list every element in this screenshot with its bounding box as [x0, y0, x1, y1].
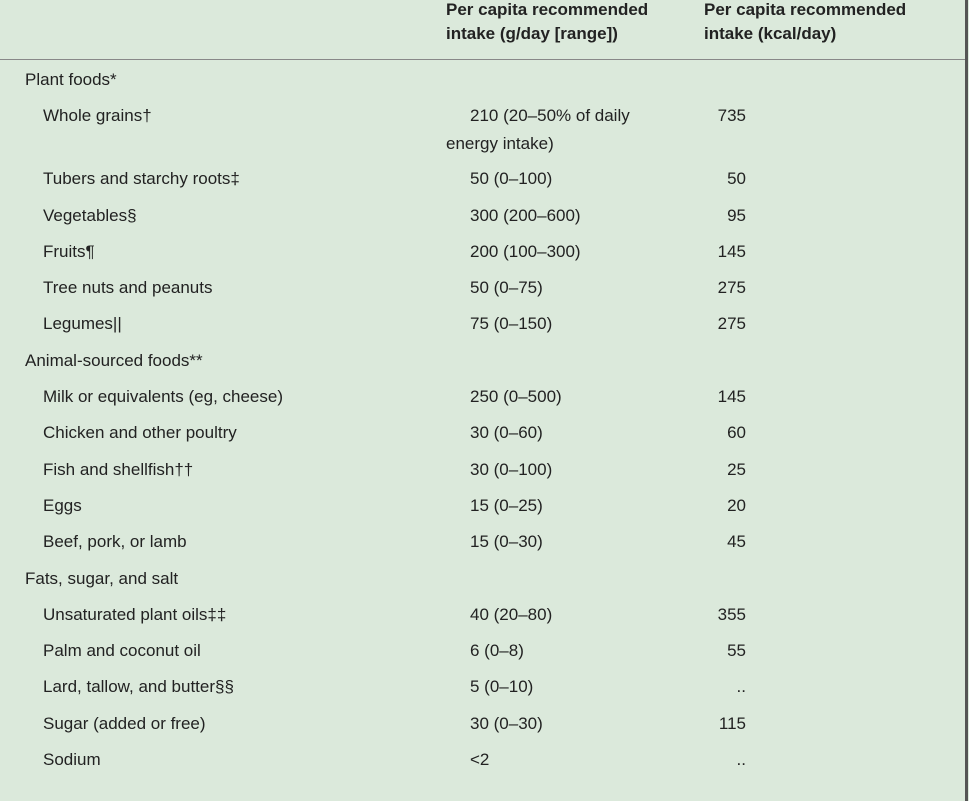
intake-kcal: 275	[717, 278, 746, 298]
table-row: Milk or equivalents (eg, cheese) 250 (0–5…	[0, 383, 965, 419]
intake-kcal: 95	[727, 205, 746, 225]
intake-kcal: 275	[717, 314, 746, 334]
section-row: Animal-sourced foods**	[0, 347, 965, 383]
table-row: Beef, pork, or lamb 15 (0–30) 45	[0, 528, 965, 564]
intake-kcal: 25	[727, 459, 746, 479]
section-title: Animal-sourced foods**	[25, 350, 203, 370]
intake-grams: 250 (0–500)	[470, 387, 562, 407]
intake-kcal: ..	[736, 750, 746, 770]
food-name: Fish and shellfish††	[43, 459, 194, 479]
food-name: Beef, pork, or lamb	[43, 532, 187, 552]
food-name: Sugar (added or free)	[43, 713, 206, 733]
intake-kcal: 115	[718, 713, 746, 733]
intake-grams: 50 (0–75)	[470, 278, 543, 298]
intake-grams: 15 (0–25)	[470, 495, 543, 515]
intake-grams: 75 (0–150)	[470, 314, 553, 334]
intake-grams: 40 (20–80)	[470, 604, 553, 624]
intake-kcal: 735	[717, 106, 746, 126]
intake-kcal: 50	[727, 169, 746, 189]
intake-grams: 6 (0–8)	[470, 641, 524, 661]
intake-kcal: 55	[727, 641, 746, 661]
food-name: Chicken and other poultry	[43, 423, 237, 443]
intake-grams: 30 (0–60)	[470, 423, 543, 443]
section-row: Plant foods*	[0, 66, 965, 102]
intake-grams: 200 (100–300)	[470, 241, 581, 261]
intake-grams: 5 (0–10)	[470, 677, 534, 697]
table-row: Palm and coconut oil 6 (0–8) 55	[0, 637, 965, 673]
table-row: Fish and shellfish†† 30 (0–100) 25	[0, 456, 965, 492]
intake-kcal: 145	[717, 387, 746, 407]
table-row: Chicken and other poultry 30 (0–60) 60	[0, 419, 965, 455]
intake-grams: 50 (0–100)	[470, 169, 553, 189]
food-name: Fruits¶	[43, 241, 95, 261]
intake-kcal: 355	[717, 604, 746, 624]
intake-kcal: ..	[736, 677, 746, 697]
food-name: Lard, tallow, and butter§§	[43, 677, 234, 697]
table-row: Sodium <2..	[0, 746, 965, 782]
food-name: Tubers and starchy roots‡	[43, 169, 240, 189]
table-header: Per capita recommended intake (g/day [ra…	[0, 0, 965, 60]
intake-grams: 30 (0–100)	[470, 459, 553, 479]
food-name: Tree nuts and peanuts	[43, 278, 213, 298]
food-name: Eggs	[43, 495, 82, 515]
intake-grams: 210 (20–50% of daily energy intake)	[446, 106, 630, 154]
intake-kcal: 45	[727, 532, 746, 552]
food-name: Palm and coconut oil	[43, 641, 201, 661]
table-row: Lard, tallow, and butter§§ 5 (0–10)..	[0, 673, 965, 709]
food-name: Whole grains†	[43, 106, 152, 126]
table-row: Unsaturated plant oils‡‡ 40 (20–80) 355	[0, 601, 965, 637]
section-row: Fats, sugar, and salt	[0, 565, 965, 601]
table-row: Legumes|| 75 (0–150) 275	[0, 310, 965, 346]
table-body: Plant foods* Whole grains† 210 (20–50% of …	[0, 66, 965, 782]
intake-grams: 30 (0–30)	[470, 713, 543, 733]
table-row: Whole grains† 210 (20–50% of daily energy…	[0, 102, 965, 165]
table-row: Tubers and starchy roots‡ 50 (0–100) 50	[0, 165, 965, 201]
column-header: Per capita recommended intake (g/day [ra…	[446, 0, 649, 43]
table-row: Sugar (added or free) 30 (0–30) 115	[0, 710, 965, 746]
intake-grams: <2	[470, 750, 490, 770]
intake-kcal: 60	[727, 423, 746, 443]
food-name: Unsaturated plant oils‡‡	[43, 604, 227, 624]
table-row: Tree nuts and peanuts 50 (0–75) 275	[0, 274, 965, 310]
column-header: Per capita recommended intake (kcal/day)	[704, 0, 907, 43]
table-row: Vegetables§ 300 (200–600) 95	[0, 202, 965, 238]
food-name: Legumes||	[43, 314, 122, 334]
food-name: Milk or equivalents (eg, cheese)	[43, 387, 284, 407]
food-name: Sodium	[43, 750, 101, 770]
intake-grams: 15 (0–30)	[470, 532, 543, 552]
table-row: Eggs 15 (0–25) 20	[0, 492, 965, 528]
section-title: Fats, sugar, and salt	[25, 568, 179, 588]
intake-kcal: 20	[727, 495, 746, 515]
intake-kcal: 145	[717, 241, 746, 261]
section-title: Plant foods*	[25, 70, 117, 89]
intake-grams: 300 (200–600)	[470, 205, 581, 225]
table-row: Fruits¶ 200 (100–300) 145	[0, 238, 965, 274]
food-name: Vegetables§	[43, 205, 137, 225]
